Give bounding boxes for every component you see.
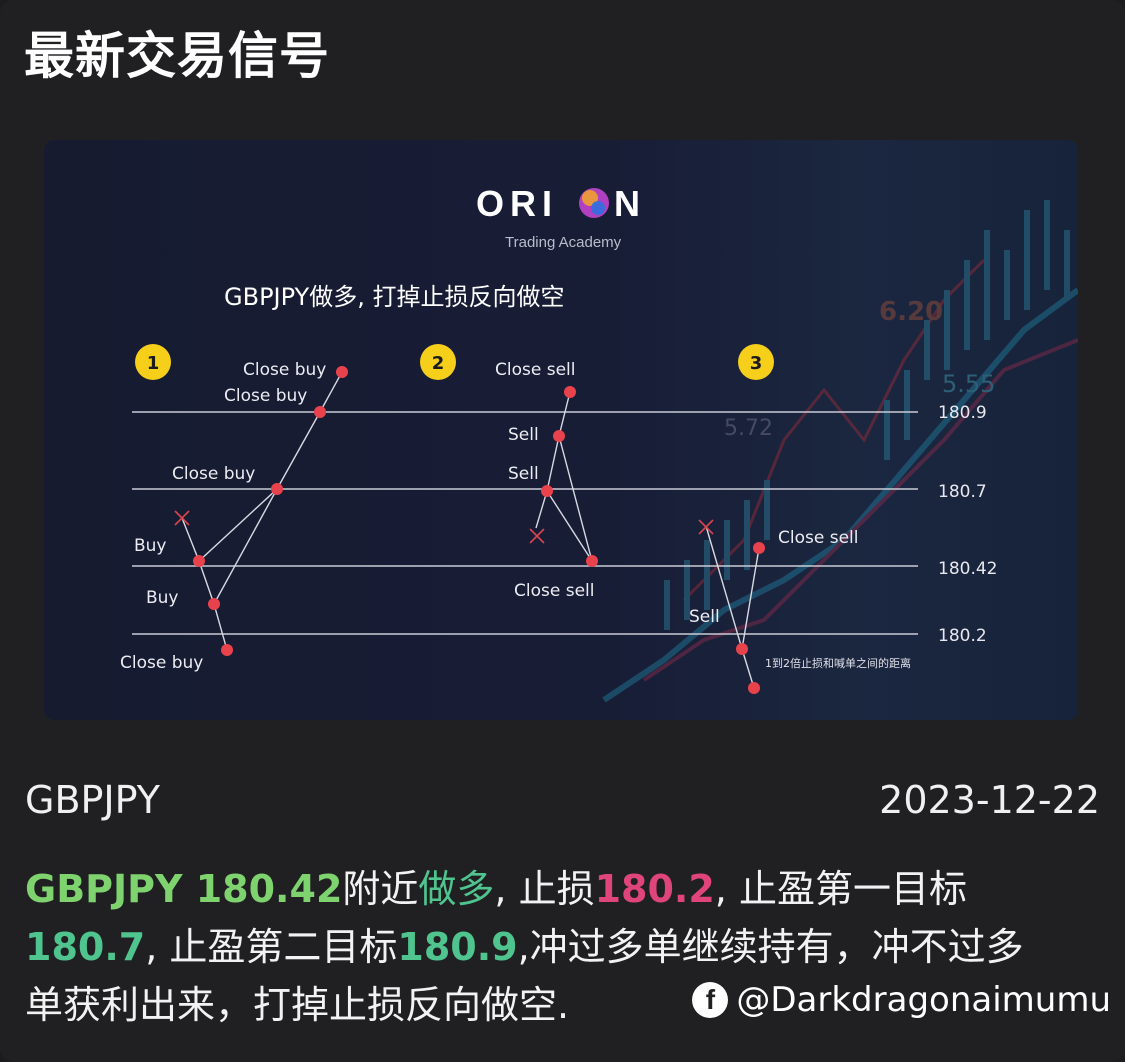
direction: 做多 [418, 867, 495, 911]
label: Close sell [778, 528, 858, 548]
distance-note: 1到2倍止损和喊单之间的距离 [765, 656, 911, 670]
level-label: 180.42 [938, 559, 997, 579]
description-line: GBPJPY 180.42附近做多, 止损180.2, 止盈第一目标 [25, 867, 967, 911]
brand-logo-text: N [614, 183, 640, 224]
label: Close buy [120, 653, 203, 673]
description-line: 单获利出来，打掉止损反向做空. [25, 983, 570, 1027]
label: Close buy [172, 464, 255, 484]
step-badge: 2 [420, 344, 456, 380]
label: Close buy [243, 360, 326, 380]
watermark-handle: @Darkdragonaimumu [736, 980, 1111, 1020]
level-label: 180.7 [938, 482, 987, 502]
level-lines [132, 411, 918, 635]
signal-dots [541, 386, 598, 567]
bg-number: 5.72 [724, 416, 773, 441]
signal-dots [736, 542, 765, 694]
facebook-icon: f [692, 982, 729, 1018]
description-line: 180.7, 止盈第二目标180.9,冲过多单继续持有，冲不过多 [25, 925, 1024, 969]
label: Buy [134, 536, 167, 556]
signal-description: GBPJPY 180.42附近做多, 止损180.2, 止盈第一目标 180.7… [25, 860, 1105, 1034]
label: Sell [508, 425, 539, 445]
background-chart: 6.20 5.55 5.72 [602, 200, 1078, 703]
level-label: 180.9 [938, 403, 987, 423]
stop-x-mark [529, 528, 545, 544]
stop-x-mark [174, 510, 190, 526]
bg-number: 6.20 [879, 297, 943, 327]
strategy-diagram: 6.20 5.55 5.72 ORI N Trading Academy GBP… [120, 183, 1078, 703]
entry-price: GBPJPY 180.42 [25, 867, 343, 911]
strategy-image: 6.20 5.55 5.72 ORI N Trading Academy GBP… [44, 140, 1078, 720]
label: Close buy [224, 386, 307, 406]
stop-loss: 180.2 [594, 867, 715, 911]
pair-name: GBPJPY [25, 778, 160, 822]
svg-text:2: 2 [432, 353, 445, 374]
label: Sell [508, 464, 539, 484]
step-badge: 3 [738, 344, 774, 380]
label: Close sell [495, 360, 575, 380]
page-title: 最新交易信号 [24, 27, 330, 85]
watermark: f @Darkdragonaimumu [692, 980, 1111, 1020]
bg-number: 5.55 [942, 370, 995, 398]
svg-text:1: 1 [147, 353, 160, 374]
scenario-2-paths [535, 391, 593, 562]
label: Sell [689, 607, 720, 627]
take-profit-1: 180.7 [25, 925, 146, 969]
svg-text:3: 3 [750, 353, 763, 374]
brand-subtitle: Trading Academy [505, 234, 622, 251]
diagram-heading: GBPJPY做多, 打掉止损反向做空 [224, 283, 564, 311]
step-badge: 1 [135, 344, 171, 380]
stop-x-mark [698, 519, 714, 535]
label: Close sell [514, 581, 594, 601]
label: Buy [146, 588, 179, 608]
signal-dots [193, 366, 348, 656]
signal-date: 2023-12-22 [879, 778, 1100, 822]
level-label: 180.2 [938, 626, 987, 646]
brand-logo-text: ORI [476, 183, 558, 224]
take-profit-2: 180.9 [397, 925, 518, 969]
